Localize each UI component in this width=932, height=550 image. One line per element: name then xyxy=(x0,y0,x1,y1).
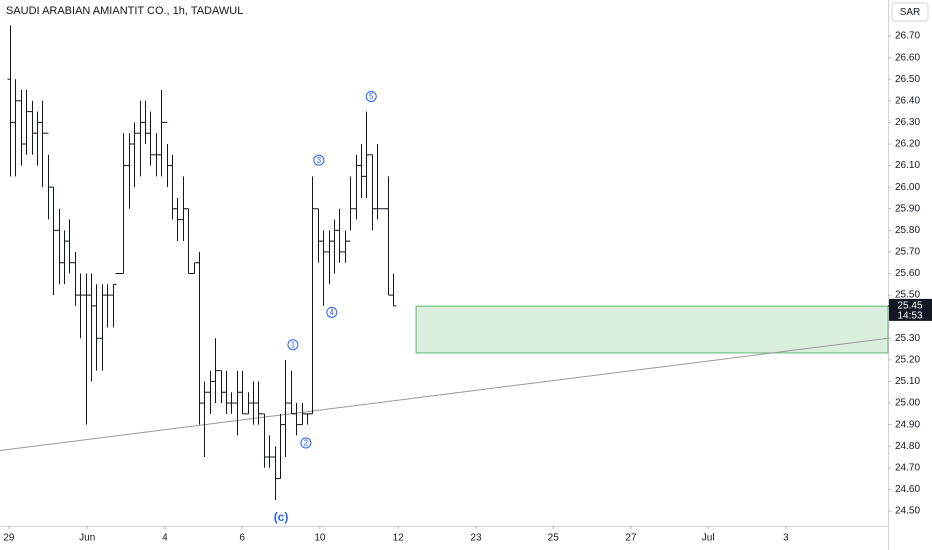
x-tick-label: 6 xyxy=(239,533,245,544)
y-tick-label: 26.30 xyxy=(895,117,920,128)
y-tick-label: 26.00 xyxy=(895,182,920,193)
x-tick-label: Jun xyxy=(79,533,95,544)
wave-circle xyxy=(287,339,299,351)
y-tick-label: 24.50 xyxy=(895,506,920,517)
y-tick-label: 25.70 xyxy=(895,247,920,258)
wave-label: 3 xyxy=(317,156,322,165)
wave-label: 5 xyxy=(369,92,374,101)
last-price-label: 25.45 xyxy=(897,301,922,312)
y-tick-label: 24.70 xyxy=(895,462,920,473)
wave-circle xyxy=(365,90,377,102)
target-zone xyxy=(415,305,889,354)
x-tick-label: Jul xyxy=(702,533,715,544)
x-tick-label: 27 xyxy=(625,533,637,544)
y-tick-label: 25.00 xyxy=(895,398,920,409)
y-tick-label: 26.60 xyxy=(895,52,920,63)
wave-circle xyxy=(300,437,312,449)
y-tick-label: 25.80 xyxy=(895,225,920,236)
y-tick-label: 25.10 xyxy=(895,376,920,387)
last-price-box xyxy=(889,298,932,321)
y-tick-label: 26.20 xyxy=(895,139,920,150)
wave-label: 1 xyxy=(291,340,296,349)
currency-button[interactable] xyxy=(891,2,929,22)
trendline xyxy=(0,337,889,452)
x-tick-label: 23 xyxy=(470,533,482,544)
currency-label[interactable]: SAR xyxy=(900,7,921,18)
x-tick-label: 25 xyxy=(548,533,560,544)
x-tick-label: 3 xyxy=(783,533,789,544)
y-tick-label: 25.30 xyxy=(895,333,920,344)
y-tick-label: 26.10 xyxy=(895,160,920,171)
wave-label: 4 xyxy=(330,308,335,317)
chart-title: SAUDI ARABIAN AMIANTIT CO., 1h, TADAWUL xyxy=(6,5,243,17)
y-tick-label: 24.80 xyxy=(895,441,920,452)
y-tick-label: 26.70 xyxy=(895,31,920,42)
y-tick-label: 25.50 xyxy=(895,290,920,301)
wave-label: (c) xyxy=(274,510,289,524)
y-tick-label: 25.60 xyxy=(895,268,920,279)
wave-label: 2 xyxy=(304,439,309,448)
x-tick-label: 10 xyxy=(314,533,326,544)
x-tick-label: 12 xyxy=(393,533,405,544)
y-tick-label: 25.20 xyxy=(895,354,920,365)
y-tick-label: 24.90 xyxy=(895,419,920,430)
y-tick-label: 26.40 xyxy=(895,95,920,106)
y-tick-label: 25.90 xyxy=(895,203,920,214)
countdown-label: 14:53 xyxy=(897,311,922,322)
x-tick-label: 4 xyxy=(162,533,168,544)
wave-circle xyxy=(313,154,325,166)
x-tick-label: 29 xyxy=(3,533,15,544)
y-tick-label: 26.50 xyxy=(895,74,920,85)
y-tick-label: 24.60 xyxy=(895,484,920,495)
wave-circle xyxy=(326,306,338,318)
